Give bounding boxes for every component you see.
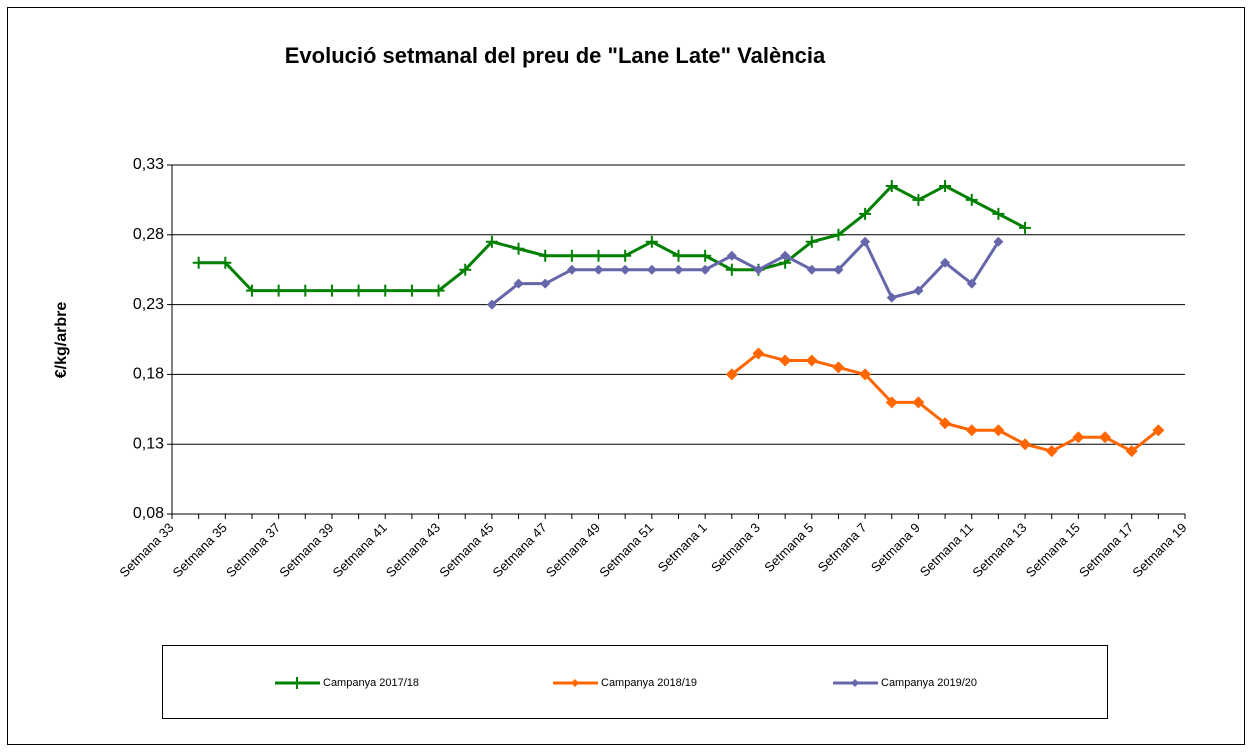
marker (540, 278, 551, 289)
marker (966, 278, 977, 289)
marker (592, 249, 605, 262)
marker (912, 193, 925, 206)
marker (993, 236, 1004, 247)
marker (245, 284, 258, 297)
marker (779, 354, 792, 367)
marker (965, 424, 978, 437)
marker (673, 264, 684, 275)
marker (939, 417, 952, 430)
marker (620, 264, 631, 275)
marker (885, 396, 898, 409)
marker (940, 257, 951, 268)
marker (939, 179, 952, 192)
marker (700, 264, 711, 275)
marker (832, 228, 845, 241)
marker (1019, 221, 1032, 234)
legend-label: Campanya 2019/20 (881, 677, 977, 689)
marker (513, 278, 524, 289)
marker (859, 368, 872, 381)
marker (192, 256, 205, 269)
marker (1019, 438, 1032, 451)
marker (352, 284, 365, 297)
legend-label: Campanya 2017/18 (323, 677, 419, 689)
marker (619, 249, 632, 262)
marker (1099, 431, 1112, 444)
marker (432, 284, 445, 297)
marker (805, 235, 818, 248)
marker (752, 347, 765, 360)
marker (646, 264, 657, 275)
marker (780, 250, 791, 261)
marker (885, 179, 898, 192)
marker (1152, 424, 1165, 437)
marker (725, 263, 738, 276)
marker (379, 284, 392, 297)
marker (913, 285, 924, 296)
marker (325, 284, 338, 297)
legend-label: Campanya 2018/19 (601, 677, 697, 689)
marker (219, 256, 232, 269)
y-tick-label: 0,08 (133, 505, 164, 522)
marker (565, 249, 578, 262)
marker (485, 235, 498, 248)
marker (512, 242, 525, 255)
marker (725, 368, 738, 381)
marker (405, 284, 418, 297)
marker (833, 264, 844, 275)
marker (805, 354, 818, 367)
y-tick-label: 0,18 (133, 366, 164, 383)
marker (851, 679, 859, 687)
y-tick-label: 0,13 (133, 435, 164, 452)
marker (965, 193, 978, 206)
marker (566, 264, 577, 275)
marker (539, 249, 552, 262)
marker (992, 424, 1005, 437)
marker (1045, 445, 1058, 458)
marker (1072, 431, 1085, 444)
marker (699, 249, 712, 262)
marker (832, 361, 845, 374)
marker (571, 679, 579, 687)
marker (593, 264, 604, 275)
marker (672, 249, 685, 262)
chart-title: Evolució setmanal del preu de "Lane Late… (285, 43, 826, 68)
marker (806, 264, 817, 275)
marker (459, 263, 472, 276)
marker (860, 236, 871, 247)
chart-frame (7, 7, 1245, 745)
marker (291, 677, 303, 689)
y-axis-label: €/kg/arbre (53, 302, 70, 379)
marker (645, 235, 658, 248)
y-tick-label: 0,23 (133, 296, 164, 313)
y-tick-label: 0,33 (133, 156, 164, 173)
marker (912, 396, 925, 409)
marker (486, 299, 497, 310)
marker (299, 284, 312, 297)
marker (1125, 445, 1138, 458)
marker (272, 284, 285, 297)
marker (753, 264, 764, 275)
marker (859, 207, 872, 220)
marker (726, 250, 737, 261)
marker (992, 207, 1005, 220)
y-tick-label: 0,28 (133, 226, 164, 243)
marker (886, 292, 897, 303)
